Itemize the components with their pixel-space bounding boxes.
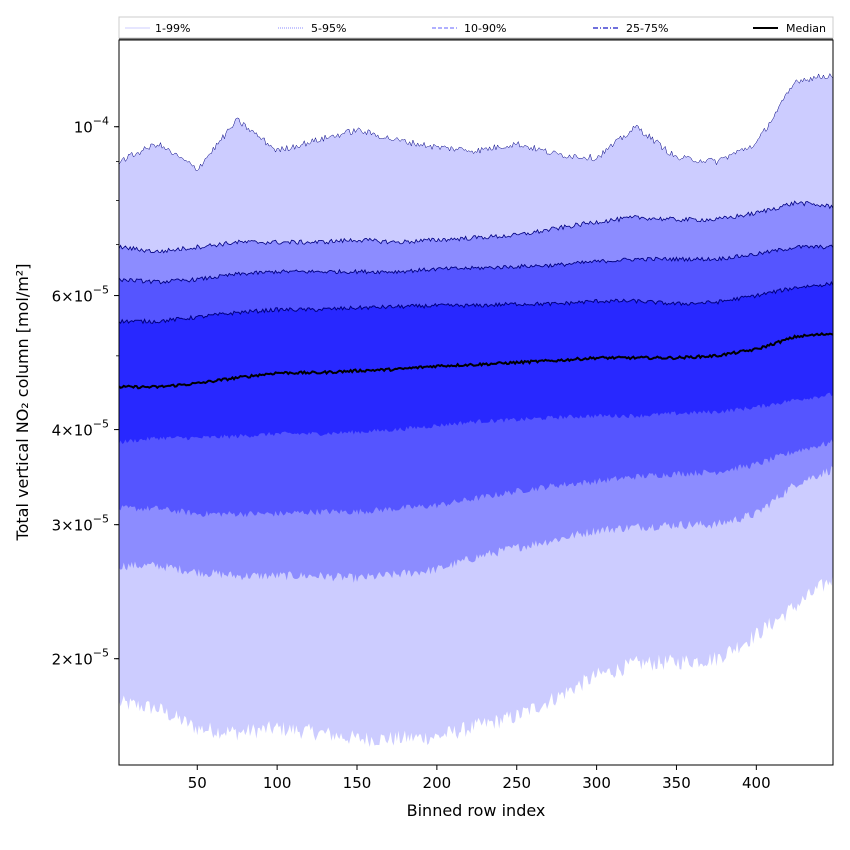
legend-label-25-75: 25-75% [626, 22, 668, 35]
median-layer [119, 332, 833, 390]
plot-frame [118, 39, 834, 766]
x-tick-label: 300 [582, 774, 611, 792]
percentile-bands [119, 73, 833, 747]
y-tick-label: 3×10−5 [52, 513, 109, 535]
y-axis: 2×10−5 3×10−5 4×10−5 6×10−5 10−4 [52, 115, 119, 669]
legend-label-10-90: 10-90% [464, 22, 506, 35]
x-tick-label: 50 [188, 774, 207, 792]
median-line [119, 332, 833, 390]
x-tick-label: 350 [662, 774, 691, 792]
x-tick-label: 100 [263, 774, 292, 792]
edge-line-p90 [119, 244, 833, 285]
x-axis-label: Binned row index [407, 801, 546, 820]
y-tick-label: 10−4 [74, 115, 109, 137]
edge-line-p99 [119, 72, 833, 172]
legend-label-1-99: 1-99% [155, 22, 190, 35]
percentile-edges [119, 72, 833, 325]
x-tick-label: 400 [742, 774, 771, 792]
legend-label-median: Median [786, 22, 826, 35]
legend-label-5-95: 5-95% [311, 22, 346, 35]
legend: 1-99% 5-95% 10-90% 25-75% Median [118, 16, 834, 40]
x-axis: 50 100 150 200 250 300 350 400 [188, 765, 771, 792]
band-25-75 [119, 281, 833, 444]
edge-line-p95 [119, 200, 833, 254]
x-tick-label: 200 [423, 774, 452, 792]
y-axis-label: Total vertical NO₂ column [mol/m²] [13, 264, 32, 542]
x-tick-label: 150 [343, 774, 372, 792]
legend-box [118, 16, 834, 39]
y-tick-label: 4×10−5 [52, 418, 109, 440]
y-tick-label: 2×10−5 [52, 647, 109, 669]
edge-line-p75 [119, 280, 833, 325]
y-tick-label: 6×10−5 [52, 284, 109, 306]
x-tick-label: 250 [502, 774, 531, 792]
